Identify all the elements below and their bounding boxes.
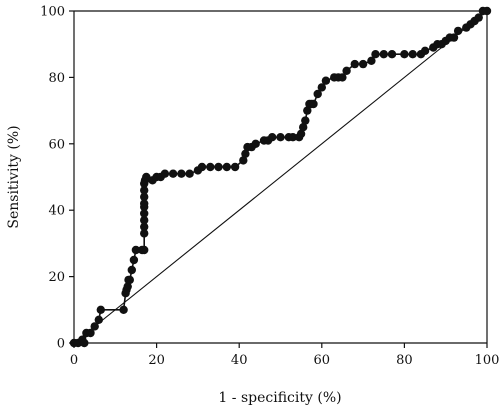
roc-point <box>140 199 149 208</box>
roc-point <box>317 83 326 92</box>
roc-point <box>358 59 368 69</box>
roc-point <box>301 116 310 125</box>
roc-point <box>449 33 459 42</box>
roc-point <box>168 169 178 178</box>
roc-point <box>185 169 194 178</box>
roc-point <box>313 89 322 99</box>
y-tick-label: 20 <box>48 270 65 285</box>
roc-point <box>453 26 463 36</box>
roc-point <box>379 50 388 59</box>
roc-point <box>321 76 331 85</box>
y-tick-label: 40 <box>48 204 65 219</box>
roc-point <box>140 222 149 231</box>
y-tick-label: 60 <box>48 137 65 152</box>
x-tick-label: 40 <box>231 353 248 368</box>
roc-point <box>387 50 397 59</box>
roc-point <box>299 123 308 132</box>
roc-point <box>371 50 380 59</box>
roc-point <box>303 106 312 115</box>
roc-point <box>129 255 139 265</box>
x-tick-label: 80 <box>396 353 413 368</box>
roc-point <box>309 99 318 109</box>
roc-point <box>268 133 277 142</box>
diagonal-reference-line <box>73 10 488 344</box>
roc-point <box>251 139 260 148</box>
roc-point <box>222 162 231 172</box>
roc-point <box>482 6 492 16</box>
roc-point <box>140 186 149 195</box>
y-tick-label: 0 <box>57 337 65 352</box>
y-axis-title: Sensitivity (%) <box>6 125 22 228</box>
roc-point <box>420 46 430 55</box>
roc-point <box>86 328 95 338</box>
roc-point <box>474 13 483 22</box>
roc-point <box>342 66 351 76</box>
roc-point <box>142 172 151 182</box>
roc-point <box>140 216 149 225</box>
roc-point <box>94 315 104 324</box>
roc-point <box>131 245 141 255</box>
roc-point <box>123 282 132 291</box>
roc-point <box>177 169 186 178</box>
roc-point <box>140 192 149 202</box>
x-tick-label: 100 <box>475 353 500 368</box>
plot-frame <box>73 10 488 344</box>
roc-point <box>296 129 306 138</box>
x-tick-label: 20 <box>148 353 165 368</box>
roc-point <box>408 50 417 59</box>
x-axis-title: 1 - specificity (%) <box>218 390 341 406</box>
roc-point <box>206 162 215 172</box>
roc-point <box>80 338 89 348</box>
x-tick-label: 0 <box>70 353 78 368</box>
roc-point <box>125 275 134 285</box>
roc-point <box>197 162 207 172</box>
roc-point <box>239 156 248 165</box>
roc-point <box>140 245 149 255</box>
diagonal-reference-layer <box>73 10 488 344</box>
y-tick-label: 100 <box>40 5 65 20</box>
y-axis-ticks: 0 20 40 60 80 100 <box>40 5 74 352</box>
roc-marker-layer <box>69 6 492 348</box>
roc-point <box>160 169 170 178</box>
roc-point <box>276 133 285 142</box>
y-tick-label: 80 <box>48 71 65 86</box>
roc-point <box>140 209 149 218</box>
x-axis-ticks: 0 20 40 60 80 100 <box>70 343 500 368</box>
x-tick-label: 60 <box>314 353 331 368</box>
roc-point <box>96 305 106 314</box>
roc-point <box>230 162 240 172</box>
roc-point <box>367 56 376 65</box>
roc-point <box>288 133 298 142</box>
roc-point <box>127 265 136 275</box>
roc-point <box>140 229 149 238</box>
roc-point <box>214 162 223 172</box>
roc-point <box>90 322 99 331</box>
roc-point <box>119 305 128 314</box>
roc-point <box>350 59 359 69</box>
roc-point <box>241 149 250 158</box>
roc-point <box>400 50 409 59</box>
roc-point <box>338 73 347 82</box>
